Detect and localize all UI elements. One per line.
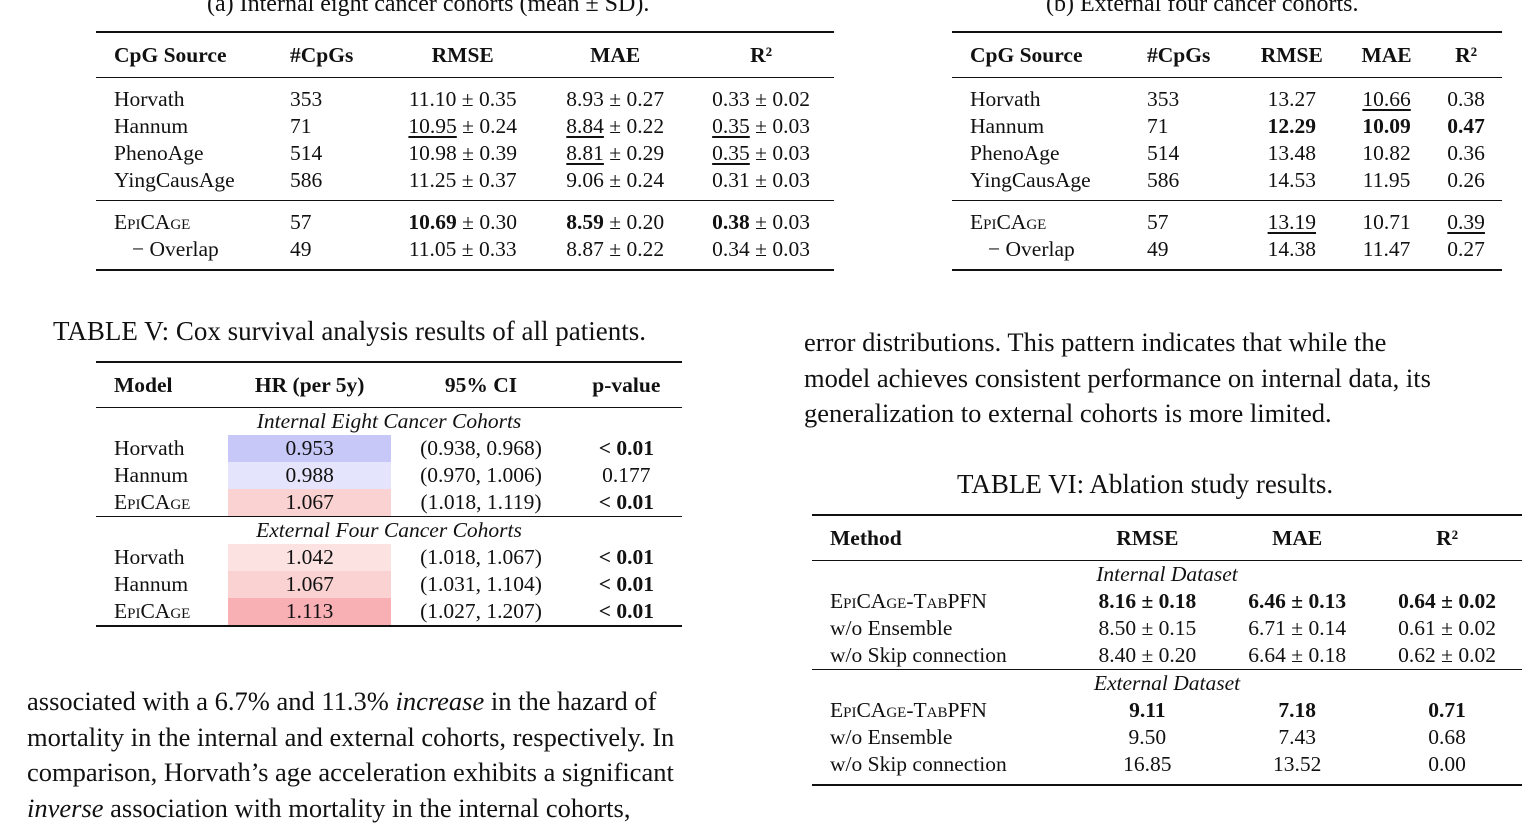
column-header: Method — [830, 526, 902, 550]
column-header: CpG Source — [970, 43, 1083, 67]
column-header: #CpGs — [290, 43, 354, 67]
column-header: MAE — [1361, 43, 1412, 67]
table-row: EpiCAge-TabPFN 8.16 ± 0.18 6.46 ± 0.13 0… — [830, 589, 1496, 613]
body-paragraph-left: associated with a 6.7% and 11.3% increas… — [27, 686, 675, 823]
hr-cell: 1.067 — [227, 571, 392, 598]
table-row: Hannum 0.988 (0.970, 1.006) 0.177 — [114, 462, 651, 489]
table-row: EpiCAge 1.067 (1.018, 1.119) < 0.01 — [96, 489, 682, 517]
group-label-external: External Four Cancer Cohorts — [256, 518, 522, 542]
table-row: Horvath 353 11.10 ± 0.35 8.93 ± 0.27 0.3… — [96, 77, 834, 114]
table-row: PhenoAge 514 10.98 ± 0.39 8.81 ± 0.29 0.… — [114, 141, 810, 165]
table-v-caption: TABLE V: Cox survival analysis results o… — [53, 316, 647, 346]
group-label-internal: Internal Dataset — [1096, 562, 1238, 586]
table-vi-ablation: Method RMSE MAE R² Internal Dataset EpiC… — [812, 514, 1522, 786]
hr-cell: 1.067 — [227, 489, 392, 517]
hr-cell: 1.042 — [227, 544, 392, 571]
column-header: R² — [1436, 526, 1459, 550]
hr-cell: 0.988 — [227, 462, 392, 489]
table-v-cox: Model HR (per 5y) 95% CI p-value Interna… — [96, 361, 682, 627]
group-label-external: External Dataset — [1093, 671, 1241, 695]
table-row: EpiCAge 57 10.69 ± 0.30 8.59 ± 0.20 0.38… — [96, 200, 834, 237]
table-row: − Overlap 49 11.05 ± 0.33 8.87 ± 0.22 0.… — [96, 236, 834, 270]
table-a-caption: (a) Internal eight cancer cohorts (mean … — [207, 0, 650, 17]
table-row: Hannum 71 12.29 10.09 0.47 — [970, 114, 1485, 138]
table-row: Hannum 71 10.95 ± 0.24 8.84 ± 0.22 0.35 … — [114, 114, 810, 138]
hr-cell: 1.113 — [227, 598, 392, 626]
column-header: MAE — [590, 43, 641, 67]
hr-cell: 0.953 — [227, 435, 392, 462]
table-b-external: CpG Source #CpGs RMSE MAE R² Horvath 353… — [952, 31, 1502, 271]
table-row: Hannum 1.067 (1.031, 1.104) < 0.01 — [114, 571, 654, 598]
column-header: #CpGs — [1147, 43, 1211, 67]
column-header: R² — [1455, 43, 1478, 67]
group-label-internal: Internal Eight Cancer Cohorts — [256, 409, 522, 433]
table-row: Horvath 0.953 (0.938, 0.968) < 0.01 — [114, 435, 654, 462]
table-row: − Overlap 49 14.38 11.47 0.27 — [952, 236, 1502, 270]
body-paragraph-right: error distributions. This pattern indica… — [804, 327, 1431, 428]
table-row: YingCausAge 586 14.53 11.95 0.26 — [970, 168, 1485, 192]
column-header: RMSE — [431, 43, 494, 67]
table-b-caption: (b) External four cancer cohorts. — [1046, 0, 1359, 17]
column-header: CpG Source — [114, 43, 227, 67]
table-row: PhenoAge 514 13.48 10.82 0.36 — [970, 141, 1485, 165]
table-row: EpiCAge 1.113 (1.027, 1.207) < 0.01 — [96, 598, 682, 626]
column-header: p-value — [592, 373, 661, 397]
table-row: w/o Ensemble 9.50 7.43 0.68 — [830, 725, 1466, 749]
table-row: EpiCAge 57 13.19 10.71 0.39 — [952, 200, 1502, 237]
column-header: MAE — [1272, 526, 1323, 550]
column-header: 95% CI — [444, 373, 518, 397]
column-header: RMSE — [1260, 43, 1323, 67]
table-row: w/o Skip connection 8.40 ± 0.20 6.64 ± 0… — [830, 643, 1496, 667]
table-row: Horvath 1.042 (1.018, 1.067) < 0.01 — [114, 544, 654, 571]
table-row: EpiCAge-TabPFN 9.11 7.18 0.71 — [830, 698, 1466, 722]
table-row: w/o Skip connection 16.85 13.52 0.00 — [812, 751, 1522, 785]
column-header: Model — [114, 373, 173, 397]
table-a-internal: CpG Source #CpGs RMSE MAE R² Horvath 353… — [96, 31, 834, 271]
table-row: YingCausAge 586 11.25 ± 0.37 9.06 ± 0.24… — [114, 168, 810, 192]
table-row: Horvath 353 13.27 10.66 0.38 — [952, 77, 1502, 114]
column-header: RMSE — [1116, 526, 1179, 550]
table-row: w/o Ensemble 8.50 ± 0.15 6.71 ± 0.14 0.6… — [830, 616, 1496, 640]
column-header: HR (per 5y) — [254, 373, 365, 397]
column-header: R² — [750, 43, 773, 67]
table-vi-caption: TABLE VI: Ablation study results. — [957, 469, 1334, 499]
